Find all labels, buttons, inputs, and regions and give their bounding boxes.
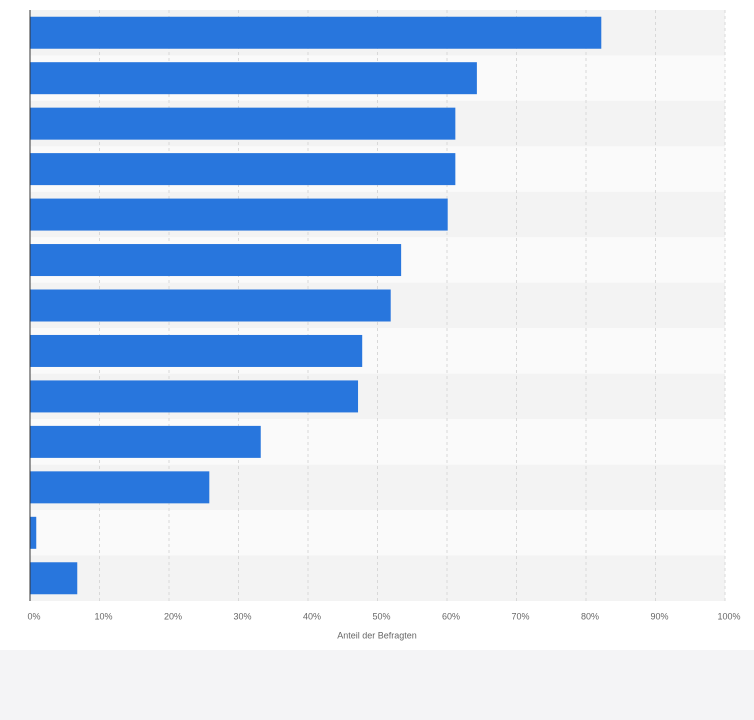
x-tick-label: 80% (581, 611, 599, 621)
bar (30, 289, 391, 322)
x-tick-label: 90% (650, 611, 668, 621)
bar (30, 562, 78, 595)
bar (30, 425, 261, 458)
x-tick-label: 60% (442, 611, 460, 621)
x-tick-label: 30% (233, 611, 251, 621)
bar (30, 153, 456, 186)
x-tick-label: 20% (164, 611, 182, 621)
bar (30, 334, 363, 367)
bar (30, 471, 210, 504)
bar (30, 16, 602, 49)
x-tick-label: 50% (372, 611, 390, 621)
bar (30, 244, 402, 277)
bar (30, 62, 477, 95)
x-tick-label: 100% (717, 611, 740, 621)
x-axis-title: Anteil der Befragten (337, 630, 417, 640)
x-tick-label: 10% (94, 611, 112, 621)
x-tick-label: 70% (511, 611, 529, 621)
x-tick-label: 0% (27, 611, 40, 621)
bar (30, 380, 359, 413)
bar (30, 516, 37, 549)
bar (30, 198, 448, 231)
bar (30, 107, 456, 140)
x-tick-label: 40% (303, 611, 321, 621)
